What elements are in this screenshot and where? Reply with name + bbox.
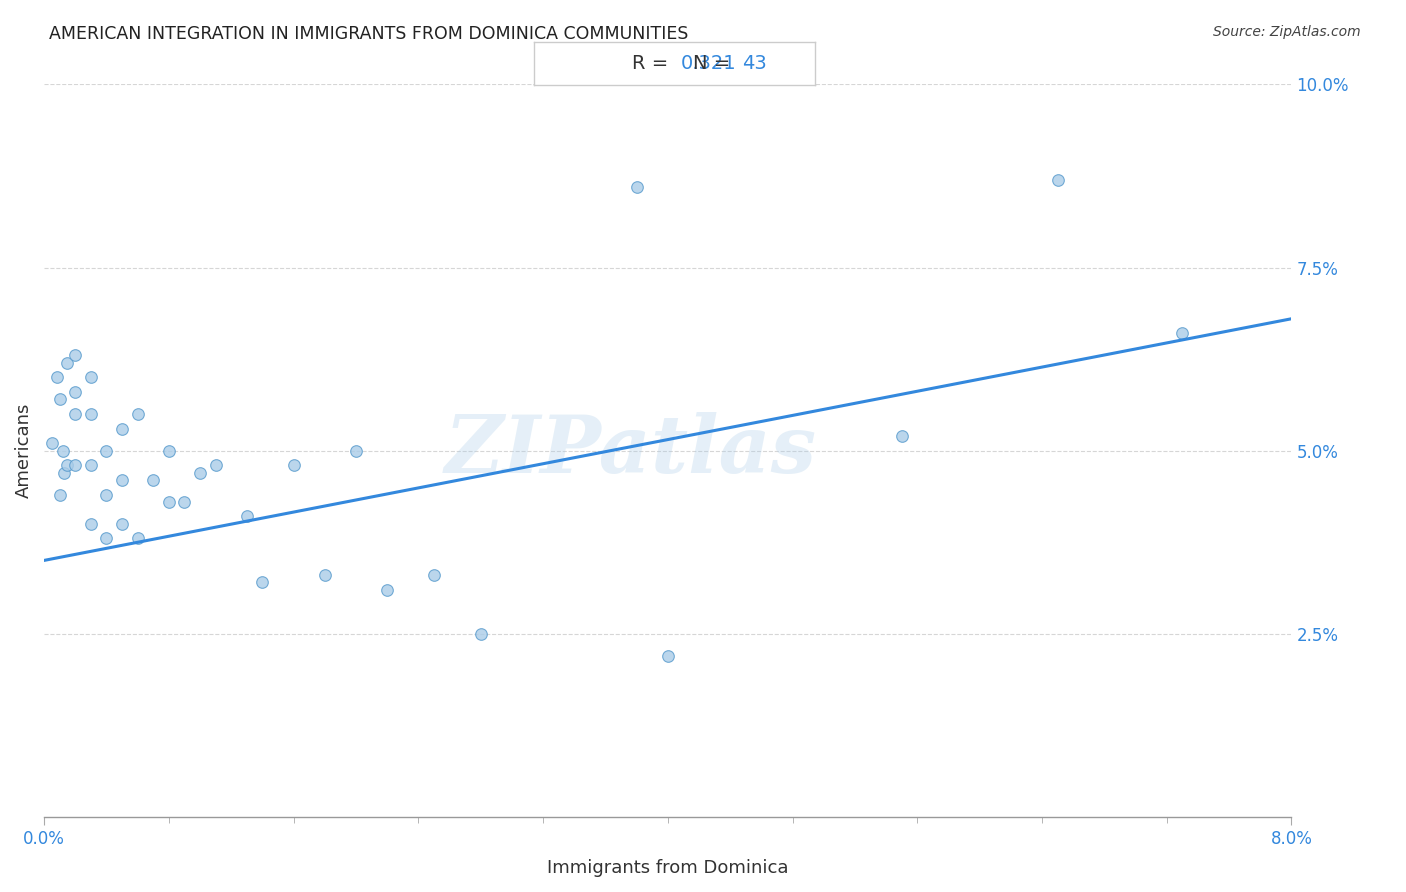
Point <box>344 443 367 458</box>
Point <box>283 458 305 473</box>
Point <box>80 458 103 473</box>
Point <box>142 473 165 487</box>
Point <box>157 495 180 509</box>
Text: N =: N = <box>693 54 737 73</box>
Text: AMERICAN INTEGRATION IN IMMIGRANTS FROM DOMINICA COMMUNITIES: AMERICAN INTEGRATION IN IMMIGRANTS FROM … <box>49 25 689 43</box>
Point <box>111 516 134 531</box>
Point <box>45 370 67 384</box>
X-axis label: Immigrants from Dominica: Immigrants from Dominica <box>547 859 789 877</box>
Point <box>65 407 87 421</box>
Text: ZIPatlas: ZIPatlas <box>444 412 817 490</box>
Point <box>890 429 912 443</box>
Point <box>375 582 398 597</box>
Point <box>96 487 118 501</box>
Point <box>127 532 149 546</box>
Point <box>41 436 63 450</box>
Point <box>111 421 134 435</box>
Point <box>188 466 211 480</box>
Point <box>470 626 492 640</box>
Point <box>48 392 70 407</box>
Point <box>80 516 103 531</box>
Point <box>236 509 259 524</box>
Point <box>657 648 679 663</box>
Point <box>626 180 648 194</box>
Point <box>96 532 118 546</box>
Point <box>80 370 103 384</box>
Point <box>204 458 226 473</box>
Point <box>65 384 87 399</box>
Point <box>96 443 118 458</box>
Y-axis label: Americans: Americans <box>15 403 32 499</box>
Point <box>1046 172 1069 186</box>
Point <box>157 443 180 458</box>
Point <box>65 458 87 473</box>
Point <box>252 575 274 590</box>
Text: Source: ZipAtlas.com: Source: ZipAtlas.com <box>1213 25 1361 39</box>
Point <box>111 473 134 487</box>
Point <box>53 466 76 480</box>
Text: R =: R = <box>633 54 675 73</box>
Point <box>423 568 446 582</box>
Point <box>56 356 79 370</box>
Point <box>48 487 70 501</box>
Point <box>1171 326 1194 341</box>
Point <box>56 458 79 473</box>
Point <box>80 407 103 421</box>
Point <box>52 443 75 458</box>
Point <box>65 348 87 362</box>
Point <box>173 495 195 509</box>
Text: 43: 43 <box>742 54 768 73</box>
Point <box>127 407 149 421</box>
Point <box>314 568 336 582</box>
Text: 0.321: 0.321 <box>681 54 737 73</box>
